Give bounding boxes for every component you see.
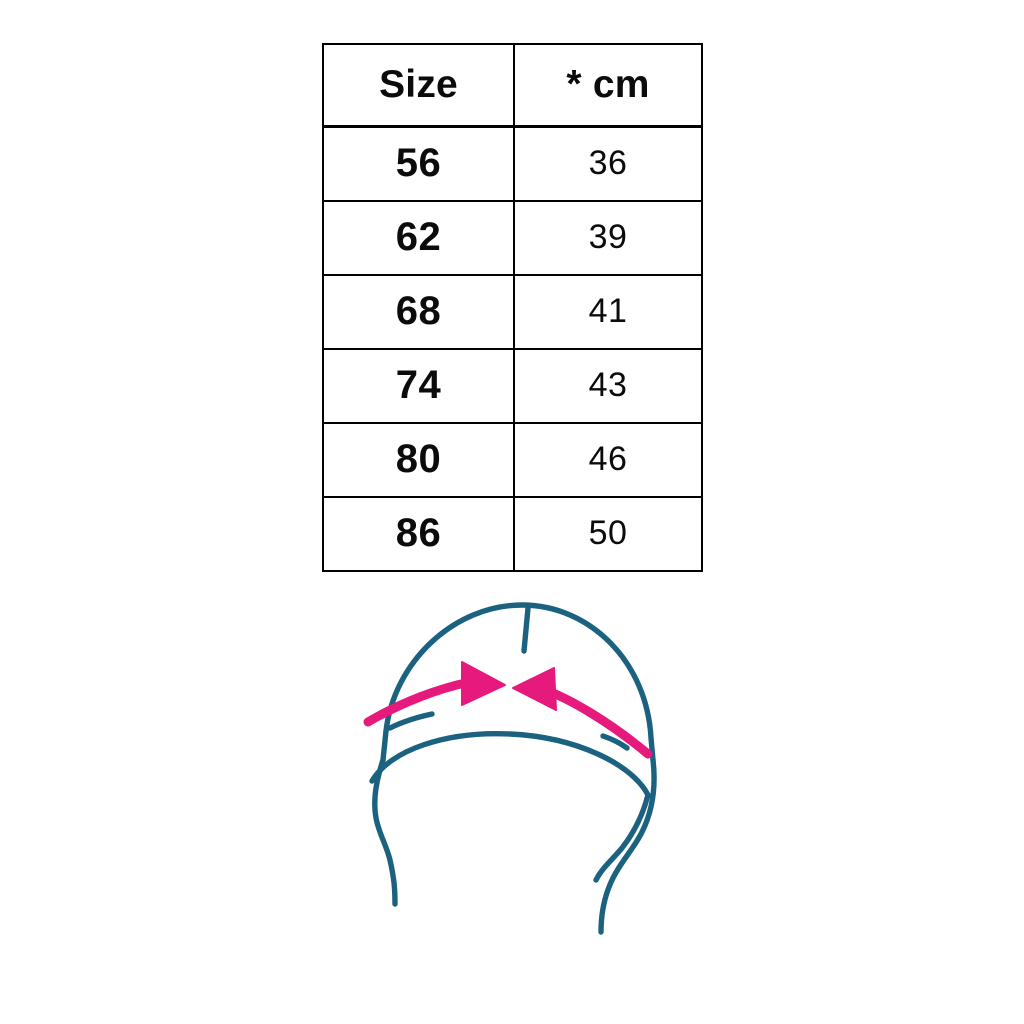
table-row: 80 46 bbox=[322, 421, 703, 498]
cell-cm: 36 bbox=[513, 125, 703, 202]
table-row: 68 41 bbox=[322, 273, 703, 350]
size-chart-table: Size * cm 56 36 62 39 68 41 74 bbox=[322, 43, 703, 572]
hat-crown-left-edge bbox=[380, 728, 389, 763]
cell-cm: 43 bbox=[513, 347, 703, 424]
table-row: 62 39 bbox=[322, 199, 703, 276]
hat-diagram-svg bbox=[363, 602, 657, 935]
hat-left-tie bbox=[372, 757, 398, 907]
cell-size: 56 bbox=[322, 125, 515, 202]
table-header: Size * cm bbox=[322, 43, 703, 128]
table-row: 74 43 bbox=[322, 347, 703, 424]
arrow-head-right bbox=[512, 667, 557, 711]
column-header-cm: * cm bbox=[513, 43, 703, 128]
hat-top-seam bbox=[521, 605, 531, 654]
cell-size: 74 bbox=[322, 347, 515, 424]
cell-size: 62 bbox=[322, 199, 515, 276]
hat-cuff-tick-left bbox=[387, 711, 435, 731]
hat-right-tie bbox=[598, 757, 657, 935]
cell-size: 68 bbox=[322, 273, 515, 350]
cell-size: 86 bbox=[322, 495, 515, 572]
table-body: 56 36 62 39 68 41 74 43 80 46 bbox=[322, 125, 703, 572]
cell-cm: 50 bbox=[513, 495, 703, 572]
cell-cm: 39 bbox=[513, 199, 703, 276]
hat-crown-outline bbox=[383, 602, 656, 763]
size-chart-container: Size * cm 56 36 62 39 68 41 74 bbox=[322, 43, 703, 572]
cell-cm: 46 bbox=[513, 421, 703, 498]
hat-cuff-tick-right bbox=[600, 733, 630, 751]
cell-cm: 41 bbox=[513, 273, 703, 350]
circumference-double-arrow bbox=[363, 661, 653, 759]
hat-right-inner-fold bbox=[593, 792, 651, 883]
baby-hat-illustration bbox=[350, 588, 690, 948]
arrow-head-left bbox=[461, 661, 506, 706]
table-row: 56 36 bbox=[322, 125, 703, 202]
arrow-shaft-left bbox=[363, 677, 475, 727]
header-row: Size * cm bbox=[322, 43, 703, 128]
column-header-size: Size bbox=[322, 43, 515, 128]
table-row: 86 50 bbox=[322, 495, 703, 572]
hat-brim-band bbox=[369, 730, 651, 798]
cell-size: 80 bbox=[322, 421, 515, 498]
hat-outline-group bbox=[369, 602, 657, 935]
